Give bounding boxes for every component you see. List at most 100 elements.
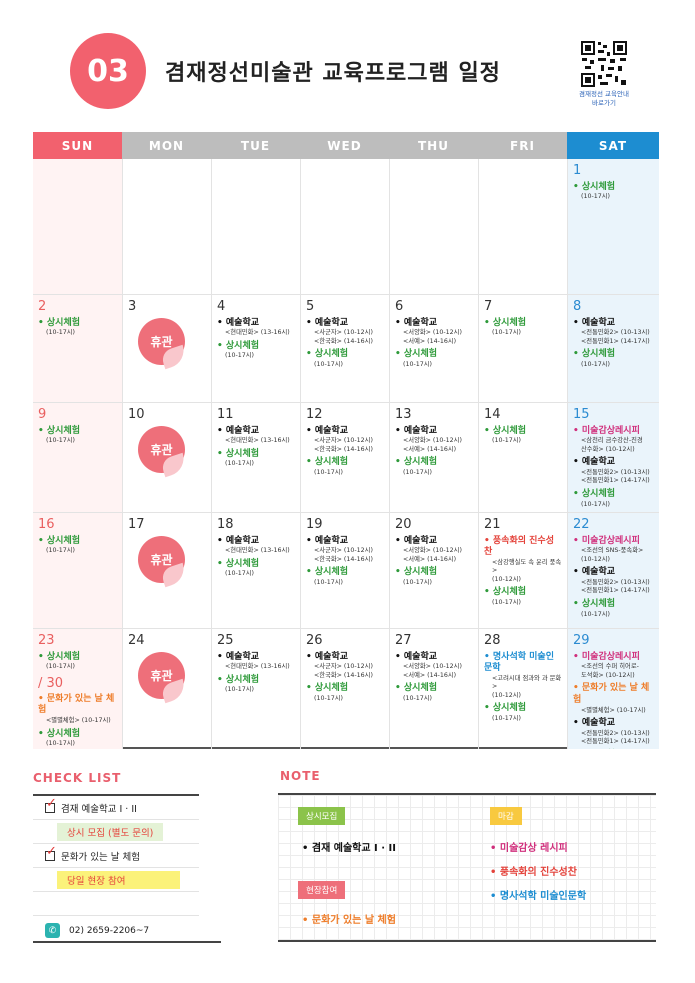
calendar-day[interactable]: 19 • 예술학교 <사군자> (10-12시) <한국화> (14-16시) • 상시… (300, 513, 389, 628)
phone-icon: ✆ (45, 923, 60, 938)
event-item: • 상시체험 (10-17시) (217, 449, 295, 469)
event-item: • 미술감상레시피 <조선의 SNS-풍속화> (10-12시) (573, 536, 654, 565)
event-detail: <서예> (14-16시) (403, 445, 457, 453)
event-title: • 상시체험 (484, 317, 527, 328)
calendar-day[interactable]: 4 • 예술학교 <현대민화> (13-16시) • 상시체험 (10-17시) (211, 295, 300, 402)
event-item: • 예술학교 <사군자> (10-12시) <한국화> (14-16시) (306, 426, 384, 455)
calendar-day[interactable]: 8 • 예술학교 <전통민화2> (10-13시) <전통민화1> (14-17시) •… (567, 295, 659, 402)
day-header-thu: THU (389, 132, 478, 159)
note-lecture: • 명사석학 미술인문학 (490, 891, 587, 902)
note-title: NOTE (280, 769, 321, 783)
contact-phone[interactable]: ✆ 02) 2659-2206~7 (45, 923, 149, 938)
calendar-day[interactable]: 12 • 예술학교 <사군자> (10-12시) <한국화> (14-16시) • 상시… (300, 403, 389, 512)
event-item: • 상시체험 (10-17시) (306, 567, 384, 587)
day-header-sun: SUN (33, 132, 122, 159)
calendar-week: 9 • 상시체험 (10-17시) 10 휴관 11 • 예술학교 <현대민화> (13-16… (33, 402, 659, 512)
event-detail: (10-12시) (581, 555, 611, 563)
event-title: • 예술학교 (573, 457, 616, 468)
calendar-day[interactable]: 16 • 상시체험 (10-17시) (33, 513, 122, 628)
calendar-day[interactable]: 23 • 상시체험 (10-17시)/ 30 • 문화가 있는 날 체험 <별별체험> … (33, 629, 122, 749)
calendar-day[interactable]: 22 • 미술감상레시피 <조선의 SNS-풍속화> (10-12시) • 예술학교 <전… (567, 513, 659, 628)
calendar-day[interactable]: 27 • 예술학교 <서양화> (10-12시) <서예> (14-16시) • 상시체… (389, 629, 478, 749)
event-title: • 상시체험 (217, 448, 260, 459)
event-item: • 상시체험 (10-17시) (573, 182, 654, 202)
calendar-day[interactable]: 9 • 상시체험 (10-17시) (33, 403, 122, 512)
calendar-week: 2 • 상시체험 (10-17시) 3 휴관 4 • 예술학교 <현대민화> (13-16시)… (33, 294, 659, 402)
calendar-day[interactable]: 21 • 풍속화의 진수성찬 <삼강행실도 속 윤리 풍속> (10-12시) • 상시… (478, 513, 567, 628)
event-item: • 상시체험 (10-17시) (573, 489, 654, 509)
check-item-note: 상시 모집 (별도 문의) (57, 822, 164, 841)
event-title: • 풍속화의 진수성찬 (484, 535, 554, 558)
calendar-day[interactable]: 2 • 상시체험 (10-17시) (33, 295, 122, 402)
calendar-day[interactable] (300, 159, 389, 294)
calendar-day[interactable]: 3 휴관 (122, 295, 211, 402)
calendar-day[interactable]: 10 휴관 (122, 403, 211, 512)
calendar-day[interactable]: 28 • 명사석학 미술인문학 <고려시대 점과와 과 문화> (10-12시) • 상… (478, 629, 567, 749)
calendar-day[interactable]: 20 • 예술학교 <서양화> (10-12시) <서예> (14-16시) • 상시체… (389, 513, 478, 628)
tag-onsite: 현장참여 (298, 881, 346, 899)
checkbox-checked-icon[interactable] (45, 796, 57, 813)
event-title: • 상시체험 (395, 457, 438, 468)
calendar-day[interactable]: 13 • 예술학교 <서양화> (10-12시) <서예> (14-16시) • 상시체… (389, 403, 478, 512)
event-detail: <사군자> (10-12시) (314, 663, 373, 671)
calendar-day[interactable]: 24 휴관 (122, 629, 211, 749)
event-title: • 상시체험 (38, 535, 81, 546)
event-item: • 풍속화의 진수성찬 <삼강행실도 속 윤리 풍속> (10-12시) (484, 536, 562, 585)
event-detail: <전통민화2> (10-13시) (581, 468, 650, 476)
checkbox-checked-icon[interactable] (45, 844, 57, 861)
event-detail: <현대민화> (13-16시) (225, 663, 290, 671)
calendar-day[interactable]: 17 휴관 (122, 513, 211, 628)
calendar-day[interactable]: 26 • 예술학교 <사군자> (10-12시) <한국화> (14-16시) • 상시… (300, 629, 389, 749)
event-detail: (10-17시) (46, 329, 76, 337)
day-number: 23 (38, 633, 55, 648)
day-number: 3 (128, 299, 137, 314)
event-title: • 예술학교 (395, 651, 438, 662)
calendar-day[interactable]: 7 • 상시체험 (10-17시) (478, 295, 567, 402)
event-detail: <한국화> (14-16시) (314, 337, 373, 345)
event-title: • 예술학교 (573, 317, 616, 328)
event-title: • 명사석학 미술인문학 (484, 651, 554, 674)
calendar-day[interactable] (478, 159, 567, 294)
event-title: • 상시체험 (573, 349, 616, 360)
calendar-day[interactable]: 29 • 미술감상레시피 <조선의 수퍼 히어로- 도석화> (10-12시) • 문화… (567, 629, 659, 749)
event-detail: 도석화> (10-12시) (581, 671, 635, 679)
calendar-day[interactable] (211, 159, 300, 294)
event-title: • 상시체험 (217, 674, 260, 685)
event-title: • 상시체험 (38, 651, 81, 662)
calendar-day[interactable]: 18 • 예술학교 <현대민화> (13-16시) • 상시체험 (10-17시) (211, 513, 300, 628)
calendar-day[interactable] (122, 159, 211, 294)
day-header-sat: SAT (567, 132, 659, 159)
event-item: • 명사석학 미술인문학 <고려시대 점과와 과 문화> (10-12시) (484, 652, 562, 701)
calendar-day[interactable]: 6 • 예술학교 <서양화> (10-12시) <서예> (14-16시) • 상시체험… (389, 295, 478, 402)
qr-code-icon[interactable] (580, 40, 628, 88)
event-title: • 예술학교 (573, 567, 616, 578)
day-number: 1 (573, 163, 582, 178)
event-detail: (10-12시) (492, 575, 522, 583)
check-item-culture[interactable]: 문화가 있는 날 체험 (33, 844, 199, 868)
calendar-week: 23 • 상시체험 (10-17시)/ 30 • 문화가 있는 날 체험 <별별체험> … (33, 628, 659, 749)
event-item: • 상시체험 (10-17시) (484, 426, 562, 446)
calendar-day[interactable]: 25 • 예술학교 <현대민화> (13-16시) • 상시체험 (10-17시) (211, 629, 300, 749)
event-detail: (10-17시) (46, 547, 76, 555)
day-number: 24 (128, 633, 145, 648)
event-item: • 예술학교 <전통민화2> (10-13시) <전통민화1> (14-17시) (573, 318, 654, 347)
note-genre: • 풍속화의 진수성찬 (490, 867, 577, 878)
event-item: • 예술학교 <사군자> (10-12시) <한국화> (14-16시) (306, 652, 384, 681)
event-title: • 상시체험 (217, 340, 260, 351)
calendar-day[interactable]: 15 • 미술감상레시피 <삼천리 금수강산-진경 산수화> (10-12시) • 예술… (567, 403, 659, 512)
event-detail: (10-17시) (581, 610, 611, 618)
calendar-day[interactable]: 14 • 상시체험 (10-17시) (478, 403, 567, 512)
calendar-day[interactable] (33, 159, 122, 294)
event-item: • 예술학교 <현대민화> (13-16시) (217, 536, 295, 556)
calendar-day[interactable]: 11 • 예술학교 <현대민화> (13-16시) • 상시체험 (10-17시) (211, 403, 300, 512)
event-detail: (10-17시) (403, 694, 433, 702)
event-item: • 예술학교 <현대민화> (13-16시) (217, 652, 295, 672)
event-detail: <현대민화> (13-16시) (225, 437, 290, 445)
divider (33, 941, 221, 943)
calendar-day[interactable]: 5 • 예술학교 <사군자> (10-12시) <한국화> (14-16시) • 상시체… (300, 295, 389, 402)
calendar-header: SUN MON TUE WED THU FRI SAT (33, 132, 659, 159)
calendar-day[interactable]: 1 • 상시체험 (10-17시) (567, 159, 659, 294)
check-item-school[interactable]: 겸재 예술학교 I · II (33, 796, 199, 820)
calendar-day[interactable] (389, 159, 478, 294)
day-number: 10 (128, 407, 145, 422)
